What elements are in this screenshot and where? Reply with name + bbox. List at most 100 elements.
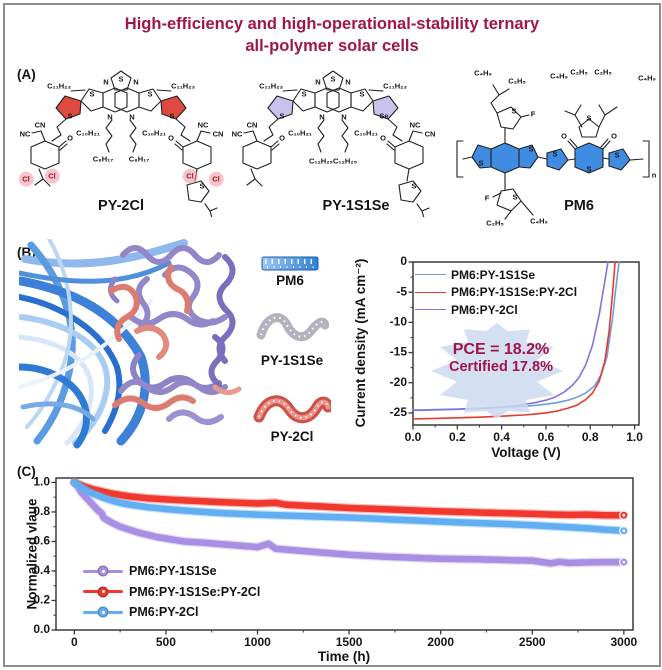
molecule-atom-label: F	[484, 193, 490, 203]
svg-text:0.4: 0.4	[493, 430, 510, 444]
series-PM6:PY-1S1Se:PY-2Cl	[412, 261, 616, 420]
molecule-atom-label: C₁₀H₂₁	[76, 128, 100, 138]
molecule-atom-label: C₁₀H₂₁	[288, 128, 312, 138]
molecule-atom-label: S	[586, 164, 592, 174]
molecule-atom-label: NC	[197, 120, 209, 130]
molecule-atom-label: C₂H₅	[594, 67, 612, 77]
molecule-atom-label: N	[107, 112, 113, 122]
legend-entry: PM6:PY-2Cl	[415, 301, 577, 319]
legend-label-py1s1se: PY-1S1Se	[260, 353, 324, 368]
molecule-name-py2cl: PY-2Cl	[98, 198, 144, 214]
molecule-name-pm6: PM6	[564, 198, 594, 214]
molecule-atom-label: C₄H₉	[638, 73, 656, 83]
pce-value: PCE = 18.2%	[452, 341, 550, 358]
series-PM6:PY-1S1Se:PY-2Cl	[71, 479, 628, 519]
svg-text:2500: 2500	[519, 635, 546, 649]
svg-text:-25: -25	[390, 405, 408, 419]
stability-y-axis-title: Normalized vlaue	[24, 498, 40, 610]
svg-text:-20: -20	[390, 375, 408, 389]
stability-chart-legend: PM6:PY-1S1Se PM6:PY-1S1Se:PY-2Cl PM6:PY-2C…	[83, 561, 260, 623]
svg-text:0: 0	[400, 254, 407, 268]
legend-entry: PM6:PY-1S1Se	[415, 266, 577, 284]
legend-marker-swatch	[83, 565, 123, 578]
molecule-atom-label: S	[301, 89, 307, 99]
series-PM6:PY-2Cl	[71, 479, 628, 535]
figure-root: High-efficiency and high-operational-sta…	[3, 3, 661, 667]
molecule-atom-label: O	[67, 133, 73, 143]
svg-text:0.2: 0.2	[33, 593, 50, 607]
svg-text:0.4: 0.4	[33, 563, 50, 577]
molecule-atom-label: CN	[212, 129, 224, 139]
svg-text:0.0: 0.0	[33, 622, 50, 636]
stability-x-axis-title: Time (h)	[317, 649, 371, 664]
molecule-atom-label: S	[279, 111, 285, 121]
jv-curve-chart: 0.0 0.2 0.4 0.6 0.8 1.0 0 -5 -10 -15 -20 -25	[390, 254, 644, 444]
svg-text:0.2: 0.2	[449, 430, 466, 444]
molecule-atom-label: C₁₀H₂₁	[142, 128, 166, 138]
gray-coil-icon	[256, 313, 329, 342]
red-coil-icon	[253, 395, 331, 424]
molecule-atom-label: S	[528, 144, 534, 154]
molecule-atom-label: CN	[34, 120, 46, 130]
molecule-atom-label: S	[67, 111, 73, 121]
molecule-atom-label: N	[129, 112, 135, 122]
molecule-atom-label: S	[118, 74, 124, 84]
svg-text:-10: -10	[390, 315, 408, 329]
molecule-atom-label: C₄H₉	[550, 71, 568, 81]
molecule-atom-label: Cl	[212, 174, 220, 184]
svg-text:500: 500	[156, 635, 176, 649]
svg-text:0.0: 0.0	[405, 430, 422, 444]
series-PM6:PY-1S1Se	[71, 479, 628, 567]
molecule-atom-label: O	[168, 133, 174, 143]
series	[69, 477, 629, 568]
molecule-atom-label: N	[103, 77, 109, 87]
molecule-atom-label: CN	[246, 120, 258, 130]
molecule-atom-label: F	[530, 109, 536, 119]
legend-marker-swatch	[83, 585, 123, 598]
panel-c-label: (C)	[17, 464, 36, 479]
molecule-atom-label: NC	[19, 129, 31, 139]
legend-label-py2cl: PY-2Cl	[270, 429, 314, 444]
series-PM6:PY-2Cl	[412, 261, 609, 412]
svg-text:-15: -15	[390, 345, 408, 359]
molecule-atom-label: Cl	[22, 174, 30, 184]
molecule-atom-label: O	[380, 133, 386, 143]
legend-entry-label: PM6:PY-2Cl	[129, 605, 199, 620]
svg-text:1.0: 1.0	[33, 475, 50, 489]
legend-entry-label: PM6:PY-1S1Se:PY-2Cl	[451, 285, 578, 300]
molecule-atom-label: C₈H₁₇	[92, 154, 114, 164]
molecule-atom-label: S	[330, 74, 336, 84]
molecule-atom-label: S	[411, 181, 417, 191]
pce-certified: Certified 17.8%	[449, 359, 553, 375]
molecule-atom-label: C₁₂H₂₅C₁₂H₂₅	[308, 156, 358, 166]
title-line1: High-efficiency and high-operational-sta…	[124, 15, 540, 33]
molecule-atom-label: C₂H₅	[508, 76, 526, 86]
molecule-atom-label: C₁₁H₂₃	[259, 81, 283, 91]
legend-entry: PM6:PY-1S1Se:PY-2Cl	[415, 284, 577, 302]
molecule-atom-label: C₈H₁₇	[128, 154, 150, 164]
legend-entry: PM6:PY-2Cl	[83, 602, 260, 623]
legend-entry: PM6:PY-1S1Se	[83, 561, 260, 582]
molecule-atom-label: O	[279, 133, 285, 143]
svg-text:1500: 1500	[336, 635, 363, 649]
jv-chart-legend: PM6:PY-1S1Se PM6:PY-1S1Se:PY-2Cl PM6:PY-2C…	[415, 266, 577, 319]
axes: 0 500 1000 1500 2000 2500 3000 0.0 0.2 0.4 0.6 0.8 1…	[33, 475, 637, 649]
svg-text:0.8: 0.8	[33, 504, 50, 518]
pce-annotation: PCE = 18.2% Certified 17.8%	[423, 341, 579, 375]
molecule-pm6-labels: C₄H₉ C₂H₅ C₄H₉ C₂H₅ C₂H₅ C₄H₉ S F S S S S O O S S F S C₂H₅…	[447, 67, 659, 229]
molecule-atom-label: C₂H₅	[570, 67, 588, 77]
molecule-atom-label: S	[512, 192, 518, 202]
molecule-py1s1se: S N N S S C₁₁H₂₃ C₁₁H₂₃ S Se N N C₁₀H₂₁ C₁₀H₂₁ C₁₂H₂₅…	[231, 69, 443, 217]
molecule-atom-label: S	[359, 89, 365, 99]
molecule-atom-label: N	[345, 77, 351, 87]
legend-entry-label: PM6:PY-2Cl	[451, 302, 518, 317]
morphology-illustration	[19, 239, 242, 449]
molecule-atom-label: Cl	[186, 171, 194, 181]
molecule-atom-label: C₄H₉	[474, 68, 492, 78]
molecule-atom-label: S	[89, 89, 95, 99]
series	[412, 261, 620, 420]
molecule-pm6-structure	[456, 84, 650, 220]
molecule-atom-label: C₄H₉	[530, 216, 548, 226]
svg-text:0.6: 0.6	[538, 430, 555, 444]
title-line2: all-polymer solar cells	[245, 36, 419, 55]
